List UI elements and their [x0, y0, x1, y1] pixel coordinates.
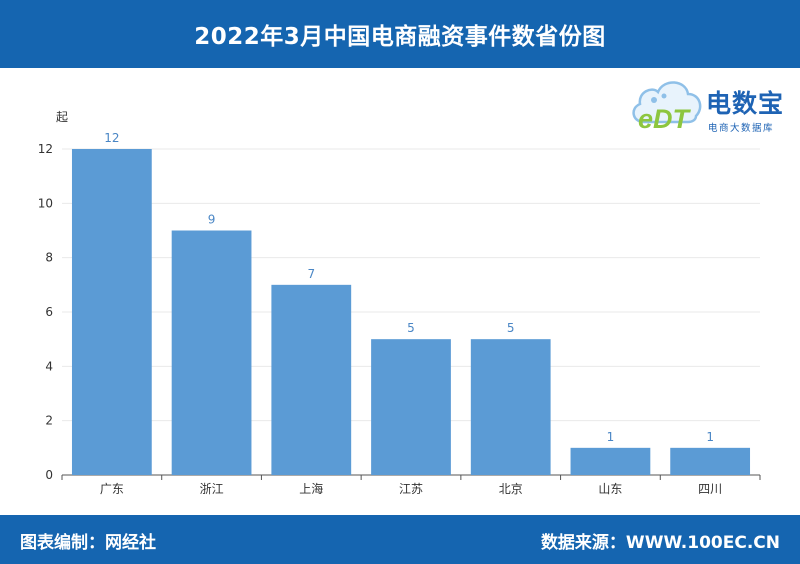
bar	[171, 230, 252, 475]
bar	[570, 447, 651, 475]
logo-subtitle: 电商大数据库	[708, 123, 775, 134]
y-tick-label: 12	[38, 142, 53, 156]
bar	[470, 339, 551, 475]
footer-credit: 图表编制：网经社	[20, 533, 156, 553]
logo-name: 电数宝	[706, 89, 785, 118]
x-tick-label: 广东	[100, 482, 124, 496]
footer-source: 数据来源：WWW.100EC.CN	[540, 533, 780, 553]
bar-chart: 0 2 4 6 8 10 12 起 12 广东 9 浙江 7 上海 5 江苏 5 北京 1 山东 1 四川	[38, 110, 761, 496]
logo: eDT 电数宝 电商大数据库	[630, 72, 795, 138]
y-tick-label: 4	[45, 359, 53, 373]
bar	[670, 447, 751, 475]
logo-mark-text: eDT	[638, 104, 692, 134]
x-tick-label: 四川	[698, 482, 722, 496]
bar	[371, 339, 451, 475]
data-label: 5	[507, 321, 515, 335]
x-tick-label: 上海	[299, 481, 323, 496]
x-tick-label: 山东	[598, 482, 622, 496]
x-tick-label: 江苏	[399, 482, 423, 496]
data-label: 5	[407, 321, 415, 335]
y-tick-label: 0	[45, 468, 53, 482]
y-tick-label: 6	[45, 305, 53, 319]
data-label: 12	[104, 131, 119, 145]
bar	[271, 284, 352, 475]
bar	[71, 149, 152, 475]
data-label: 9	[208, 213, 216, 227]
chart-title: 2022年3月中国电商融资事件数省份图	[194, 24, 606, 50]
footer-bar: 图表编制：网经社 数据来源：WWW.100EC.CN	[0, 515, 800, 564]
data-label: 7	[307, 267, 315, 281]
y-tick-label: 2	[45, 414, 53, 428]
title-bar: 2022年3月中国电商融资事件数省份图	[0, 0, 800, 68]
y-tick-label: 10	[38, 196, 53, 210]
cloud-logo-icon: eDT	[632, 81, 702, 134]
y-tick-label: 8	[45, 251, 53, 265]
data-label: 1	[706, 430, 714, 444]
x-tick-label: 北京	[499, 482, 523, 496]
x-tick-label: 浙江	[200, 482, 224, 496]
y-axis-label: 起	[56, 110, 68, 124]
data-label: 1	[607, 430, 615, 444]
